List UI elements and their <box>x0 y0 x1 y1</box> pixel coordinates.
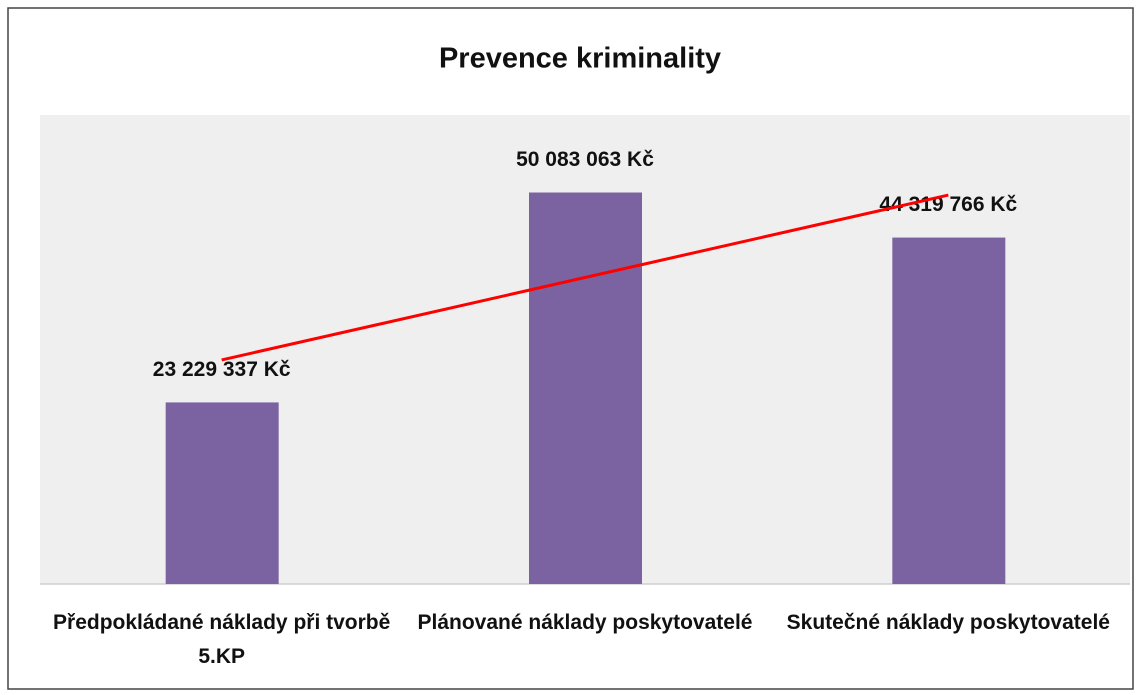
chart-title: Prevence kriminality <box>439 43 721 75</box>
x-tick-label: Předpokládané náklady při tvorbě 5.KP <box>53 611 391 668</box>
data-label: 23 229 337 Kč <box>153 358 291 381</box>
data-label: 50 083 063 Kč <box>516 148 654 171</box>
bar <box>892 237 1006 584</box>
data-label: 44 319 766 Kč <box>879 193 1017 216</box>
x-tick-label: Plánované náklady poskytovatelé <box>417 611 753 634</box>
bar <box>165 402 279 584</box>
trendline <box>221 193 949 362</box>
bar <box>529 192 642 584</box>
x-tick-label: Skutečné náklady poskytovatelé <box>786 611 1110 634</box>
